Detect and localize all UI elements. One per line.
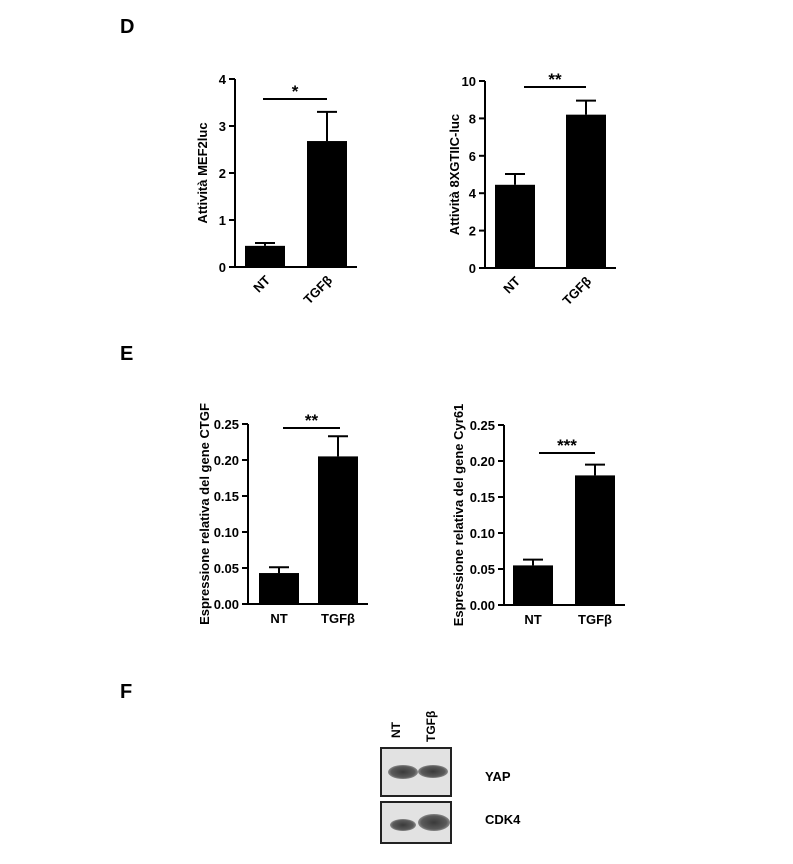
bar xyxy=(307,141,347,267)
blot-label-yap: YAP xyxy=(485,769,511,784)
category-label: TGFβ xyxy=(578,612,612,627)
y-tick-label: 0.05 xyxy=(214,561,239,576)
y-tick-label: 0.20 xyxy=(214,453,239,468)
category-label: NT xyxy=(270,611,287,626)
y-tick-label: 2 xyxy=(219,166,226,181)
bar xyxy=(513,565,553,605)
significance-stars: * xyxy=(292,82,299,101)
y-tick-label: 0 xyxy=(469,261,476,276)
panel-letter-f: F xyxy=(120,681,133,703)
y-tick-label: 6 xyxy=(469,149,476,164)
category-label: NT xyxy=(524,612,541,627)
blot-yap-strip xyxy=(380,747,452,797)
significance-stars: *** xyxy=(557,436,577,455)
y-tick-label: 0.25 xyxy=(470,418,495,433)
category-label: NT xyxy=(250,272,273,295)
blot-cdk4-strip xyxy=(380,801,452,844)
y-tick-label: 2 xyxy=(469,224,476,239)
y-tick-label: 1 xyxy=(219,213,226,228)
bar xyxy=(575,475,615,605)
blot-label-cdk4: CDK4 xyxy=(485,812,521,827)
y-tick-label: 3 xyxy=(219,119,226,134)
category-label: TGFβ xyxy=(560,273,595,308)
y-tick-label: 0.15 xyxy=(214,489,239,504)
y-tick-label: 0.00 xyxy=(214,597,239,612)
y-axis-label: Espressione relativa del gene CTGF xyxy=(197,403,212,625)
blot-band-cdk4-tgfb xyxy=(418,814,450,831)
y-tick-label: 10 xyxy=(462,74,476,89)
blot-band-yap-tgfb xyxy=(418,765,448,778)
y-tick-label: 0.15 xyxy=(470,490,495,505)
y-tick-label: 4 xyxy=(219,72,227,87)
y-tick-label: 4 xyxy=(469,186,477,201)
bar xyxy=(495,184,535,268)
y-tick-label: 8 xyxy=(469,111,476,126)
blot-lane-label-nt: NT xyxy=(389,722,403,738)
category-label: NT xyxy=(500,273,523,296)
panel-letter-e: E xyxy=(120,343,134,365)
bar xyxy=(259,573,299,604)
y-axis-label: Attività MEF2luc xyxy=(195,122,210,223)
y-tick-label: 0.20 xyxy=(470,454,495,469)
y-tick-label: 0.10 xyxy=(470,526,495,541)
y-tick-label: 0.00 xyxy=(470,598,495,613)
blot-band-cdk4-nt xyxy=(390,819,416,831)
y-tick-label: 0.25 xyxy=(214,417,239,432)
significance-stars: ** xyxy=(548,70,562,89)
y-tick-label: 0.05 xyxy=(470,562,495,577)
y-tick-label: 0 xyxy=(219,260,226,275)
bar xyxy=(566,114,606,268)
bar-charts: 0 1 2 3 4 Attività MEF2luc NT TGFβ * 0 2 4 6 8 10 Attiv… xyxy=(195,70,625,627)
category-label: TGFβ xyxy=(301,272,336,307)
bar xyxy=(318,456,358,604)
significance-stars: ** xyxy=(305,411,319,430)
blot-lane-label-tgfb: TGFβ xyxy=(424,710,438,742)
y-axis-label: Attività 8XGTIIC-luc xyxy=(447,114,462,235)
bar xyxy=(245,245,285,267)
y-axis-label: Espressione relativa del gene Cyr61 xyxy=(451,404,466,627)
blot-band-yap-nt xyxy=(388,765,418,779)
y-tick-label: 0.10 xyxy=(214,525,239,540)
panel-letter-d: D xyxy=(120,16,135,38)
category-label: TGFβ xyxy=(321,611,355,626)
